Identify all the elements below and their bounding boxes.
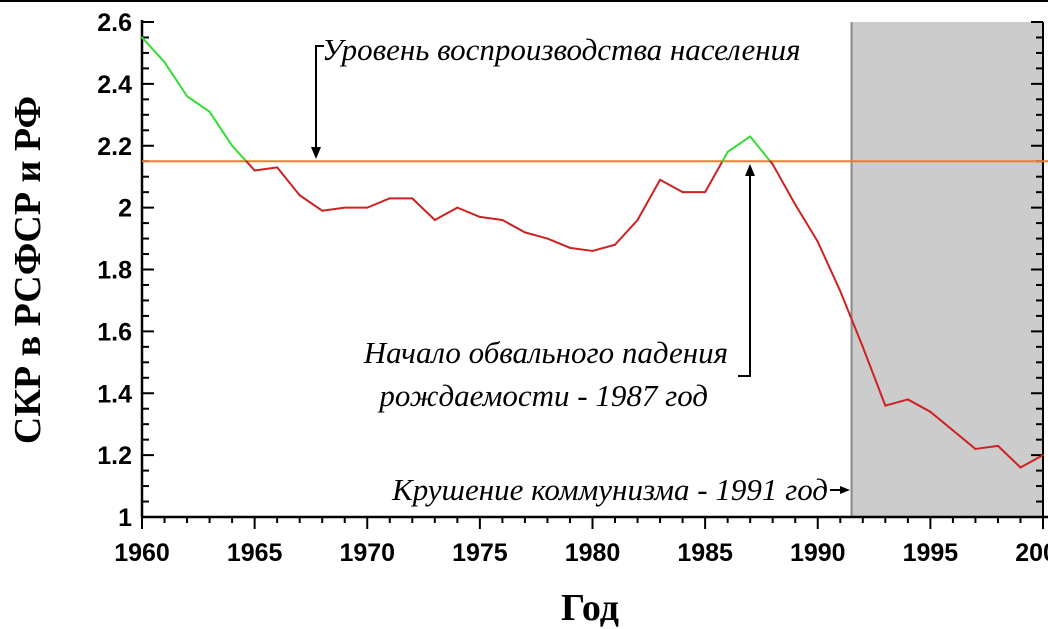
series-segment <box>704 160 724 194</box>
annotation-fall-start-line1: Начало обвального падения <box>363 335 728 370</box>
series-segment <box>478 215 504 221</box>
series-segment <box>501 219 526 234</box>
annotation-communism-collapse-arrowhead <box>840 486 850 494</box>
series-segment <box>523 231 549 240</box>
annotation-reproduction-level-arrowhead <box>311 147 321 159</box>
x-tick-labels: 1960 1965 1970 1975 1980 1985 1990 1995 2000 <box>114 539 1048 567</box>
series-segment <box>591 243 617 252</box>
series-segment <box>1019 454 1044 469</box>
series-segment <box>411 197 436 221</box>
series-segment <box>884 398 909 407</box>
series-segment <box>659 178 684 194</box>
series-segment <box>906 398 932 413</box>
y-tick-label: 1.6 <box>97 318 132 346</box>
x-tick-label: 1985 <box>677 539 733 567</box>
y-tick-label: 1.4 <box>97 380 132 408</box>
series-segment <box>456 206 481 218</box>
data-series <box>141 36 1044 469</box>
y-tick-label: 1.2 <box>97 442 132 470</box>
series-segment <box>726 135 752 153</box>
series-segment <box>321 206 346 212</box>
annotation-fall-start-arrow <box>738 172 751 377</box>
series-segment <box>794 203 819 243</box>
annotation-fall-start-line2: рождаемости - 1987 год <box>377 378 708 413</box>
series-segment <box>771 163 797 206</box>
series-segment <box>636 178 662 221</box>
series-segment <box>974 444 999 450</box>
series-segment <box>245 160 256 172</box>
y-axis-title: СКР в РСФСР и РФ <box>7 96 49 444</box>
y-tick-label: 2.2 <box>97 133 132 161</box>
x-tick-label: 1990 <box>790 539 846 567</box>
series-segment <box>366 197 391 209</box>
annotation-reproduction-level: Уровень воспроизводства населения <box>322 32 801 67</box>
series-segment <box>614 219 639 246</box>
series-segment <box>433 206 459 221</box>
series-segment <box>721 150 729 163</box>
y-tick-label: 1.8 <box>97 257 132 285</box>
series-segment <box>208 110 234 147</box>
y-tick-label: 2.6 <box>97 9 132 37</box>
x-tick-label: 1960 <box>114 539 170 567</box>
series-segment <box>253 166 279 172</box>
annotation-communism-collapse: Крушение коммунизма - 1991 год <box>391 472 828 507</box>
series-segment <box>163 61 189 98</box>
series-segment <box>929 410 954 432</box>
series-segment <box>749 135 772 163</box>
series-segment <box>186 95 211 113</box>
x-tick-label: 1970 <box>339 539 395 567</box>
y-tick-labels: 1 1.2 1.4 1.6 1.8 2 2.2 2.4 2.6 <box>97 9 132 532</box>
x-tick-label: 1965 <box>227 539 283 567</box>
series-segment <box>839 290 864 348</box>
x-axis-title: Год <box>561 587 619 629</box>
series-segment <box>276 166 301 197</box>
series-segment <box>816 240 842 293</box>
x-tick-label: 1995 <box>903 539 959 567</box>
x-tick-label: 1980 <box>565 539 621 567</box>
series-segment <box>996 444 1022 469</box>
y-tick-label: 2 <box>118 195 132 223</box>
y-tick-label: 1 <box>118 504 132 532</box>
series-segment <box>546 237 571 249</box>
series-segment <box>568 246 594 252</box>
shaded-region <box>851 22 1043 517</box>
series-segment <box>298 194 324 212</box>
x-tick-label: 1975 <box>452 539 508 567</box>
series-segment <box>141 36 166 64</box>
x-tick-label: 2000 <box>1015 539 1048 567</box>
series-segment <box>951 429 977 450</box>
annotation-fall-start-arrowhead <box>745 164 755 176</box>
y-tick-label: 2.4 <box>97 71 132 99</box>
series-segment <box>231 144 248 163</box>
series-segment <box>861 345 887 407</box>
annotation-reproduction-level-arrow <box>315 45 324 152</box>
